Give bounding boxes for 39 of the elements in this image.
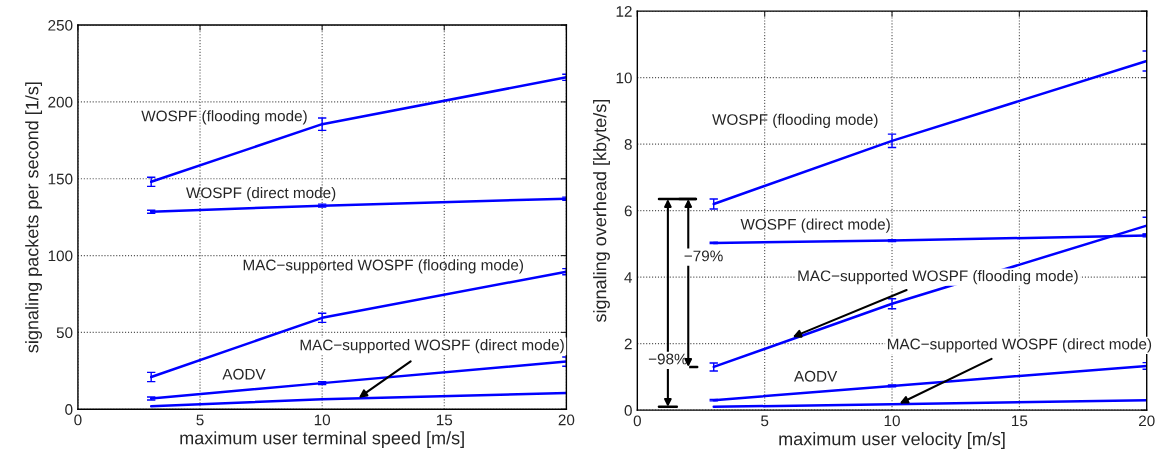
annotation: WOSPF (direct mode) xyxy=(186,186,336,202)
x-tick-label: 10 xyxy=(314,414,331,426)
annotation: −98% xyxy=(648,353,688,365)
annotation: WOSPF (flooding mode) xyxy=(712,113,878,128)
y-tick-label: 50 xyxy=(56,327,73,339)
y-tick-label: 2 xyxy=(624,338,632,350)
x-tick-label: 20 xyxy=(558,414,575,426)
annotation: MAC−supported WOSPF (flooding mode) xyxy=(798,270,1078,285)
x-tick-label: 10 xyxy=(884,415,900,427)
x-tick-label: 20 xyxy=(1138,415,1155,427)
x-tick-label: 15 xyxy=(436,414,453,426)
y-tick-label: 10 xyxy=(616,72,632,84)
annotation: WOSPF (direct mode) xyxy=(740,218,890,233)
annotation: AODV xyxy=(222,368,266,380)
y-tick-label: 100 xyxy=(48,250,73,262)
x-tick-label: 0 xyxy=(633,415,641,427)
y-tick-label: 0 xyxy=(624,405,632,416)
x-tick-label: 5 xyxy=(761,415,769,427)
annotation: MAC−supported WOSPF (direct mode) xyxy=(887,338,1152,353)
y-tick-label: 200 xyxy=(48,96,73,108)
y-tick-label: 6 xyxy=(624,205,632,217)
y-tick-label: 150 xyxy=(48,173,73,185)
y-tick-label: 0 xyxy=(65,404,73,415)
x-tick-label: 15 xyxy=(1012,415,1028,427)
annotation: WOSPF (flooding mode) xyxy=(141,110,307,125)
annotation: MAC−supported WOSPF (flooding mode) xyxy=(243,259,524,274)
y-tick-label: 250 xyxy=(48,19,73,31)
annotation: −79% xyxy=(684,250,723,262)
y-tick-label: 4 xyxy=(624,272,633,283)
x-axis-title: maximum user terminal speed [m/s] xyxy=(180,431,464,448)
annotation: MAC−supported WOSPF (direct mode) xyxy=(300,339,564,354)
y-tick-label: 12 xyxy=(616,6,632,17)
x-tick-label: 5 xyxy=(196,414,204,426)
x-tick-label: 0 xyxy=(74,414,82,426)
x-axis-title: maximum user velocity [m/s] xyxy=(779,432,1005,449)
annotation: AODV xyxy=(793,370,838,382)
y-axis-title: signaling packets per second [1/s] xyxy=(25,82,43,353)
y-tick-label: 8 xyxy=(624,139,632,150)
y-axis-title: signaling overhead [kbyte/s] xyxy=(593,100,610,323)
